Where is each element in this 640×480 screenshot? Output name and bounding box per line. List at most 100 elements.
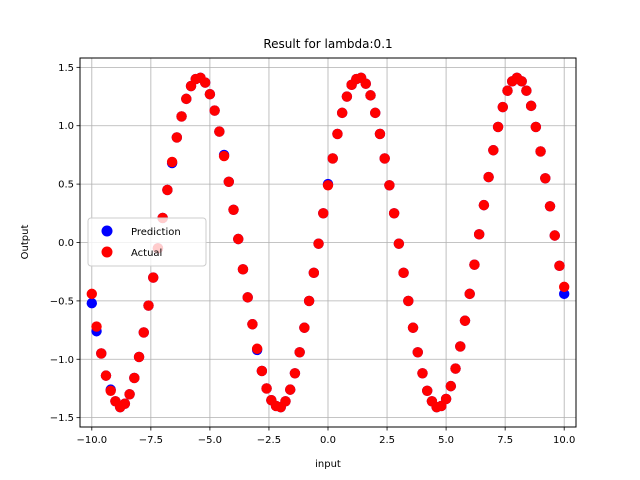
actual-point — [308, 267, 320, 279]
actual-point — [384, 180, 395, 191]
actual-point — [318, 208, 329, 219]
actual-point — [105, 385, 116, 396]
x-tick-label: 10.0 — [553, 435, 575, 446]
x-tick-label: −7.5 — [139, 435, 163, 446]
actual-point — [129, 372, 140, 384]
actual-point — [313, 238, 324, 249]
actual-point — [214, 126, 225, 137]
series-actual — [86, 72, 570, 413]
actual-point — [133, 351, 145, 363]
y-tick-label: −0.5 — [50, 296, 74, 307]
actual-point — [398, 267, 409, 279]
x-tick-label: −2.5 — [257, 435, 281, 446]
actual-point — [233, 233, 244, 245]
actual-point — [209, 105, 220, 116]
actual-point — [535, 146, 546, 157]
actual-point — [181, 93, 192, 105]
actual-point — [516, 76, 527, 87]
actual-point — [492, 121, 504, 133]
y-axis-label: Output — [20, 225, 31, 260]
actual-point — [497, 101, 508, 113]
legend-marker-prediction — [101, 225, 113, 237]
actual-point — [299, 322, 310, 333]
actual-point — [138, 327, 149, 338]
legend-label-prediction: Prediction — [131, 227, 181, 238]
actual-point — [379, 153, 390, 164]
legend: Prediction Actual — [87, 217, 207, 267]
actual-point — [464, 288, 475, 300]
x-tick-label: −10.0 — [76, 435, 107, 446]
actual-point — [162, 184, 173, 196]
actual-point — [166, 156, 178, 168]
actual-point — [124, 389, 135, 400]
actual-point — [223, 176, 234, 187]
actual-point — [96, 348, 107, 359]
actual-point — [502, 85, 513, 96]
x-tick-label: −5.0 — [198, 435, 222, 446]
y-tick-label: 1.5 — [58, 63, 74, 74]
actual-point — [374, 128, 386, 140]
actual-point — [251, 343, 263, 354]
y-tick-label: 1.0 — [58, 121, 74, 132]
actual-point — [256, 365, 268, 377]
actual-point — [327, 153, 338, 164]
legend-marker-actual — [101, 246, 113, 258]
actual-point — [422, 385, 433, 396]
chart-title: Result for lambda:0.1 — [263, 37, 392, 51]
y-tick-label: −1.5 — [50, 413, 74, 424]
actual-point — [525, 100, 537, 112]
actual-point — [176, 111, 187, 122]
actual-point — [440, 393, 452, 405]
actual-point — [332, 128, 343, 140]
actual-point — [261, 383, 272, 394]
actual-point — [450, 363, 461, 374]
actual-point — [247, 319, 258, 330]
actual-point — [554, 260, 565, 272]
actual-point — [303, 295, 315, 307]
actual-point — [341, 91, 353, 102]
actual-point — [445, 380, 457, 392]
actual-point — [412, 347, 423, 358]
actual-point — [407, 322, 419, 333]
actual-point — [148, 272, 159, 283]
y-tick-label: 0.0 — [58, 238, 74, 249]
x-axis-label: input — [315, 459, 341, 470]
actual-point — [218, 150, 230, 162]
actual-point — [289, 368, 301, 379]
actual-point — [483, 171, 494, 183]
x-tick-label: 2.5 — [379, 435, 395, 446]
y-tick-label: −1.0 — [50, 355, 74, 366]
data-points — [86, 72, 570, 413]
actual-point — [100, 370, 112, 381]
actual-point — [388, 208, 400, 219]
actual-point — [488, 145, 499, 156]
actual-point — [365, 90, 376, 101]
y-ticks: −1.5 −1.0 −0.5 0.0 0.5 1.0 1.5 — [50, 63, 80, 424]
actual-point — [280, 396, 291, 407]
actual-point — [544, 201, 556, 212]
actual-point — [204, 89, 216, 100]
actual-point — [540, 173, 551, 184]
actual-point — [417, 368, 428, 379]
legend-box — [87, 217, 207, 267]
actual-point — [558, 281, 570, 293]
actual-point — [86, 288, 98, 300]
actual-point — [403, 295, 414, 307]
actual-point — [285, 384, 296, 395]
actual-point — [199, 77, 211, 88]
actual-point — [393, 238, 405, 249]
actual-point — [228, 204, 239, 215]
actual-point — [294, 347, 305, 358]
prediction-point — [86, 298, 98, 309]
actual-point — [143, 300, 154, 311]
actual-point — [473, 229, 485, 240]
actual-point — [242, 292, 253, 303]
actual-point — [171, 132, 183, 143]
legend-label-actual: Actual — [131, 248, 162, 259]
x-ticks: −10.0 −7.5 −5.0 −2.5 0.0 2.5 5.0 7.5 10.0 — [76, 427, 575, 446]
x-tick-label: 0.0 — [320, 435, 336, 446]
actual-point — [336, 107, 348, 119]
y-tick-label: 0.5 — [58, 180, 74, 191]
x-tick-label: 7.5 — [497, 435, 513, 446]
